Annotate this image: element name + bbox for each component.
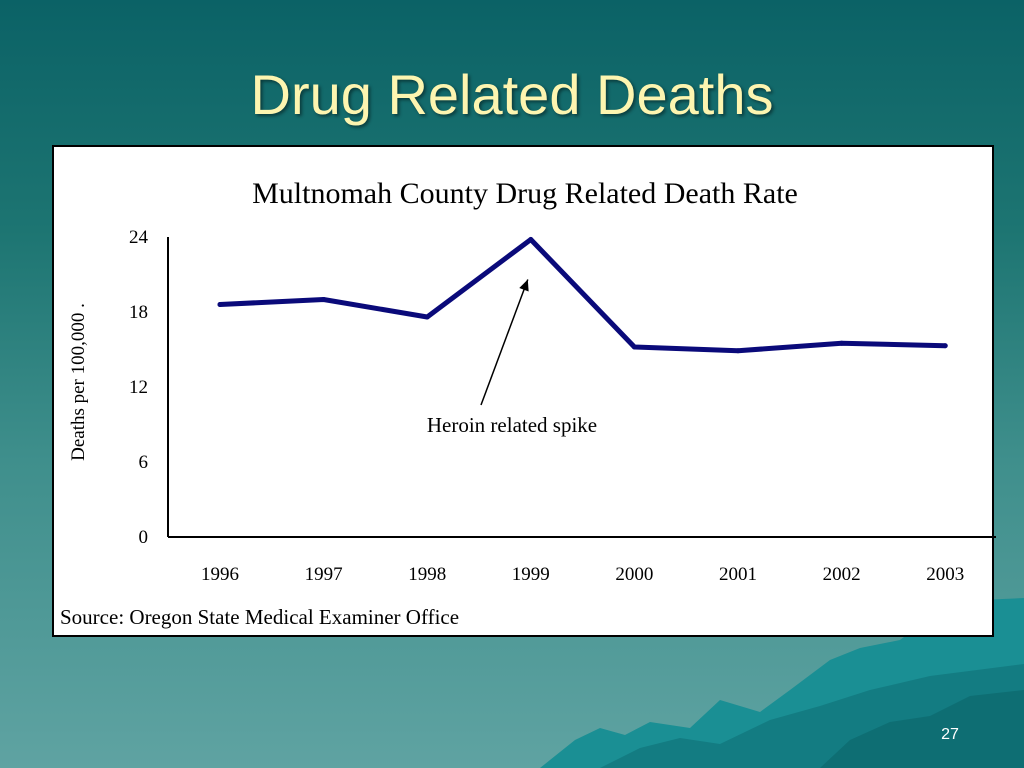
data-point [735, 348, 741, 354]
data-point [942, 343, 948, 349]
line-chart: Multnomah County Drug Related Death Rate… [60, 177, 996, 629]
annotation-arrow-line [480, 279, 529, 406]
page-number: 27 [941, 726, 959, 743]
series-line [217, 237, 948, 354]
slide-title: Drug Related Deaths [250, 63, 774, 126]
data-point [631, 344, 637, 350]
y-tick-label: 0 [139, 527, 149, 548]
x-tick-label: 2000 [615, 564, 653, 585]
annotation-label: Heroin related spike [427, 413, 597, 437]
x-tick-label: 1998 [408, 564, 446, 585]
x-tick-label: 1997 [305, 564, 343, 585]
x-tick-label: 1996 [201, 564, 239, 585]
y-tick-label: 6 [139, 452, 149, 473]
data-point [217, 302, 223, 307]
y-tick-label: 12 [129, 377, 148, 398]
data-point [321, 297, 327, 302]
x-tick-label: 2003 [926, 564, 964, 585]
y-axis-label: Deaths per 100,000 . [68, 303, 89, 461]
x-tick-label: 2001 [719, 564, 757, 585]
data-point [424, 314, 430, 320]
x-tick-label: 1999 [512, 564, 550, 585]
chart-container: Multnomah County Drug Related Death Rate… [52, 145, 996, 637]
data-point [839, 340, 845, 346]
data-point [528, 237, 534, 242]
source-note: Source: Oregon State Medical Examiner Of… [60, 605, 459, 629]
y-tick-label: 24 [129, 227, 149, 248]
chart-title: Multnomah County Drug Related Death Rate [252, 177, 798, 210]
annotation-arrow-head [519, 279, 529, 292]
y-tick-label: 18 [129, 302, 148, 323]
x-tick-label: 2002 [823, 564, 861, 585]
